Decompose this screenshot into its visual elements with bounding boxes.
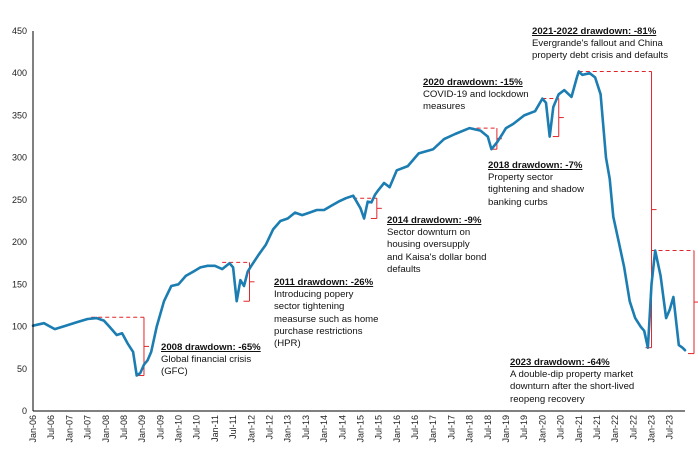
series-line [31,70,687,377]
x-tick-label: Jan-22 [610,415,620,443]
y-tick-label: 350 [12,110,27,120]
drawdown-marker [651,250,698,355]
annotation-2020: 2020 drawdown: -15% COVID-19 and lockdow… [423,77,529,114]
drawdown-marker [91,316,149,377]
annotation-2008-line-2: (GFC) [161,366,188,378]
x-tick-label: Jul-19 [519,415,529,440]
y-tick-label: 100 [12,322,27,332]
x-tick-label: Jan-23 [647,415,657,443]
x-tick-label: Jan-20 [537,415,547,443]
annotation-2021-2022-line-2: property debt crisis and defaults [532,50,668,62]
x-tick-label: Jan-14 [319,415,329,443]
annotation-2014-title: 2014 drawdown: -9% [387,215,482,226]
x-tick-label: Jan-13 [283,415,293,443]
x-tick-labels: Jan-06 Jul-06 Jan-07 Jul-07 Jan-08 Jul-08 Jan-… [28,415,675,443]
x-tick-label: Jan-09 [137,415,147,443]
annotation-2011-title: 2011 drawdown: -26% [274,277,374,288]
annotation-2018-line-1: Property sector [488,172,554,184]
x-tick-label: Jan-10 [174,415,184,443]
drawdown-marker [542,98,564,138]
y-tick-label: 450 [12,26,27,36]
annotation-2011-line-1: Introducing popery [274,289,354,301]
x-tick-label: Jul-09 [155,415,165,440]
annotation-2023-line-2: downturn after the short-lived [510,381,635,393]
annotation-2014-line-2: housing oversupply [387,239,470,251]
drawdown-marker [353,197,382,219]
annotation-2014-line-4: defaults [387,263,421,275]
annotation-2020-line-1: COVID-19 and lockdown [423,89,529,101]
annotation-2011-line-3: measurse such as home [274,313,379,325]
annotation-2018-line-2: tightening and shadow [488,184,585,196]
x-tick-label: Jul-11 [228,415,238,439]
annotation-2023-line-3: reopeng recovery [510,393,585,405]
annotation-2008-line-1: Global financial crisis [161,354,252,366]
annotation-2023-line-1: A double-dip property market [510,369,634,381]
annotation-2014-line-3: and Kaisa's dollar bond [387,251,487,263]
annotation-2023-title: 2023 drawdown: -64% [510,357,610,368]
x-tick-label: Jul-16 [410,415,420,440]
x-tick-label: Jul-18 [483,415,493,440]
x-tick-label: Jul-06 [46,415,56,440]
x-tick-label: Jul-07 [83,415,93,440]
x-tick-label: Jul-20 [556,415,566,440]
x-tick-label: Jul-13 [301,415,311,440]
x-tick-label: Jan-08 [101,415,111,443]
x-tick-label: Jul-15 [374,415,384,440]
y-tick-labels: 0 50 100 150 200 250 300 350 400 450 [12,26,27,416]
annotation-2021-2022: 2021-2022 drawdown: -81% Evergrande's fa… [532,26,668,63]
y-tick-label: 300 [12,153,27,163]
annotation-2021-2022-title: 2021-2022 drawdown: -81% [532,26,657,37]
x-tick-label: Jul-17 [446,415,456,440]
y-tick-label: 400 [12,68,27,78]
y-tick-label: 150 [12,279,27,289]
x-tick-label: Jan-18 [465,415,475,443]
annotation-2011: 2011 drawdown: -26% Introducing popery s… [274,277,379,350]
x-tick-label: Jan-07 [64,415,74,443]
x-tick-label: Jan-16 [392,415,402,443]
annotation-2008: 2008 drawdown: -65% Global financial cri… [161,342,261,379]
annotation-2018-title: 2018 drawdown: -7% [488,160,583,171]
x-tick-label: Jul-14 [337,415,347,440]
annotation-2008-title: 2008 drawdown: -65% [161,342,261,353]
x-tick-label: Jan-19 [501,415,511,443]
x-tick-label: Jan-17 [428,415,438,443]
annotation-2014-line-1: Sector downturn on [387,227,471,239]
axes [32,31,685,412]
x-tick-label: Jul-08 [119,415,129,440]
annotation-2020-line-2: measures [423,101,466,113]
annotation-2018-line-3: banking curbs [488,196,548,208]
x-tick-label: Jan-06 [28,415,38,443]
x-tick-label: Jan-15 [356,415,366,443]
x-tick-label: Jul-22 [628,415,638,440]
x-tick-label: Jul-12 [265,415,275,440]
drawdown-marker [578,71,657,349]
x-tick-label: Jul-10 [192,415,202,440]
y-tick-label: 250 [12,195,27,205]
x-tick-label: Jul-23 [665,415,675,440]
drawdown-marker [469,127,502,150]
annotation-2011-line-2: sector tightening [274,301,345,313]
annotation-2011-line-5: (HPR) [274,338,301,350]
annotation-2021-2022-line-1: Evergrande's fallout and China [532,38,663,50]
x-tick-label: Jan-21 [574,415,584,443]
x-tick-label: Jan-12 [246,415,256,443]
series-layer [31,70,687,377]
x-tick-label: Jul-21 [592,415,602,440]
y-tick-label: 0 [22,406,27,416]
y-tick-label: 200 [12,237,27,247]
x-tick-label: Jan-11 [210,415,220,442]
annotation-2020-title: 2020 drawdown: -15% [423,77,523,88]
annotation-2014: 2014 drawdown: -9% Sector downturn on ho… [387,215,486,276]
y-tick-label: 50 [17,364,27,374]
annotation-2023: 2023 drawdown: -64% A double-dip propert… [510,357,634,406]
annotation-2011-line-4: purchase restrictions [274,325,363,337]
annotation-2018: 2018 drawdown: -7% Property sector tight… [488,160,584,209]
